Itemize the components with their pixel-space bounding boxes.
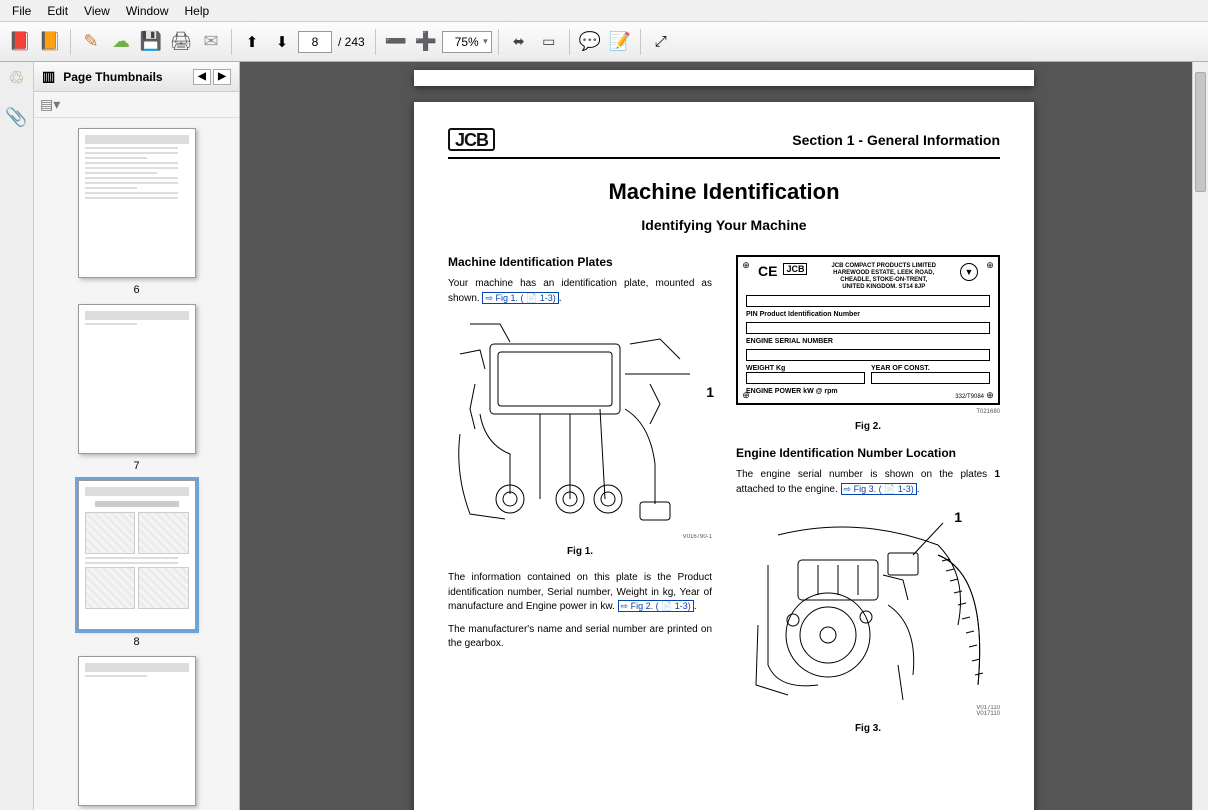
thumbnail-panel: ▥ Page Thumbnails ◀ ▶ ▤▾ 6 bbox=[34, 62, 240, 810]
zoom-select[interactable]: 75% bbox=[442, 31, 492, 53]
highlight-icon[interactable]: 📝 bbox=[606, 28, 634, 56]
power-label: ENGINE POWER kW @ rpm bbox=[746, 388, 990, 395]
fig1-ref: V016790-1 bbox=[448, 534, 712, 540]
thumbnail-7[interactable]: 7 bbox=[78, 304, 196, 472]
jcb-mini-logo: JCB bbox=[783, 263, 807, 275]
weight-label: WEIGHT Kg bbox=[746, 365, 865, 372]
prev-page-peek bbox=[414, 70, 1034, 86]
scrollbar-thumb[interactable] bbox=[1195, 72, 1206, 192]
plate-address: JCB COMPACT PRODUCTS LIMITED HAREWOOD ES… bbox=[813, 263, 954, 291]
fullscreen-icon[interactable]: ⤢ bbox=[647, 28, 675, 56]
recycle-icon[interactable]: ♲ bbox=[8, 68, 24, 89]
screw-icon: ⊕ bbox=[742, 391, 750, 399]
screw-icon: ⊕ bbox=[742, 261, 750, 269]
zoom-out-icon[interactable]: ➖ bbox=[382, 28, 410, 56]
thumbnail-options-icon[interactable]: ▤▾ bbox=[40, 96, 60, 113]
id-plate: ⊕ ⊕ ⊕ ⊕ CE JCB JCB COMPACT PRODUCTS LIMI… bbox=[736, 255, 1000, 405]
cloud-icon[interactable]: ☁ bbox=[107, 28, 135, 56]
left-p3: The manufacturer's name and serial numbe… bbox=[448, 623, 712, 652]
right-column: ⊕ ⊕ ⊕ ⊕ CE JCB JCB COMPACT PRODUCTS LIMI… bbox=[736, 255, 1000, 748]
menu-window[interactable]: Window bbox=[118, 2, 177, 20]
save-icon[interactable]: 💾 bbox=[137, 28, 165, 56]
nav-prev-icon[interactable]: ◀ bbox=[193, 69, 211, 85]
fig1-:cap: Fig 1. bbox=[448, 546, 712, 557]
fig2-cap: Fig 2. bbox=[736, 421, 1000, 432]
open-file-icon[interactable]: 📕 bbox=[6, 28, 34, 56]
fit-page-icon[interactable]: ▭ bbox=[535, 28, 563, 56]
create-pdf-icon[interactable]: 📙 bbox=[36, 28, 64, 56]
thumbnail-header: ▥ Page Thumbnails ◀ ▶ bbox=[34, 62, 239, 92]
left-h3: Machine Identification Plates bbox=[448, 255, 712, 269]
menu-bar: File Edit View Window Help bbox=[0, 0, 1208, 22]
plate-ref: T021680 bbox=[736, 409, 1000, 415]
warning-icon: ▼ bbox=[960, 263, 978, 281]
fig1-image: 1 bbox=[448, 314, 712, 534]
menu-file[interactable]: File bbox=[4, 2, 39, 20]
page-total-label: / 243 bbox=[338, 35, 365, 49]
vertical-scrollbar[interactable] bbox=[1192, 62, 1208, 810]
year-label: YEAR OF CONST. bbox=[871, 365, 990, 372]
page-down-icon[interactable]: ⬇ bbox=[268, 28, 296, 56]
fig2-link[interactable]: ⇨ Fig 2. ( 📄 1-3) bbox=[618, 600, 694, 612]
jcb-logo: JCB bbox=[448, 128, 495, 151]
page-h2: Identifying Your Machine bbox=[448, 217, 1000, 233]
thumbnail-label: 7 bbox=[78, 460, 196, 472]
nav-strip: ♲ 📎 bbox=[0, 62, 34, 810]
document-viewport[interactable]: JCB Section 1 - General Information Mach… bbox=[240, 62, 1208, 810]
fig3-link[interactable]: ⇨ Fig 3. ( 📄 1-3) bbox=[841, 483, 917, 495]
thumbnail-6[interactable]: 6 bbox=[78, 128, 196, 296]
comment-icon[interactable]: 💬 bbox=[576, 28, 604, 56]
screw-icon: ⊕ bbox=[986, 391, 994, 399]
fig3-image: 1 bbox=[736, 505, 1000, 705]
fig1-link[interactable]: ⇨ Fig 1. ( 📄 1-3) bbox=[482, 292, 558, 304]
attachment-icon[interactable]: 📎 bbox=[5, 107, 27, 128]
toolbar: 📕 📙 ✎ ☁ 💾 🖨 ✉ ⬆ ⬇ / 243 ➖ ➕ 75% ⬌ ▭ 💬 📝 … bbox=[0, 22, 1208, 62]
left-p1: Your machine has an identification plate… bbox=[448, 277, 712, 306]
nav-next-icon[interactable]: ▶ bbox=[213, 69, 231, 85]
edit-icon[interactable]: ✎ bbox=[77, 28, 105, 56]
thumbnail-8[interactable]: 8 bbox=[78, 480, 196, 648]
screw-icon: ⊕ bbox=[986, 261, 994, 269]
fig1-callout: 1 bbox=[706, 384, 714, 400]
zoom-in-icon[interactable]: ➕ bbox=[412, 28, 440, 56]
thumbnail-header-icon: ▥ bbox=[42, 68, 55, 85]
menu-edit[interactable]: Edit bbox=[39, 2, 76, 20]
plate-partno: 332/T9084 bbox=[955, 394, 984, 400]
section-title: Section 1 - General Information bbox=[792, 132, 1000, 148]
fig3-callout: 1 bbox=[954, 509, 962, 525]
fig3-cap: Fig 3. bbox=[736, 723, 1000, 734]
menu-help[interactable]: Help bbox=[177, 2, 218, 20]
right-h3: Engine Identification Number Location bbox=[736, 446, 1000, 460]
page-sheet: JCB Section 1 - General Information Mach… bbox=[414, 102, 1034, 810]
thumbnail-title: Page Thumbnails bbox=[63, 70, 162, 84]
page-h1: Machine Identification bbox=[448, 179, 1000, 205]
email-icon[interactable]: ✉ bbox=[197, 28, 225, 56]
fig3-ref2: V017110 bbox=[736, 711, 1000, 717]
page-number-input[interactable] bbox=[298, 31, 332, 53]
menu-view[interactable]: View bbox=[76, 2, 118, 20]
pin-label: PIN Product Identification Number bbox=[746, 311, 990, 318]
fit-width-icon[interactable]: ⬌ bbox=[505, 28, 533, 56]
thumbnail-label: 6 bbox=[78, 284, 196, 296]
print-icon[interactable]: 🖨 bbox=[167, 28, 195, 56]
thumbnail-list: 6 7 8 bbox=[34, 118, 239, 810]
page-up-icon[interactable]: ⬆ bbox=[238, 28, 266, 56]
left-column: Machine Identification Plates Your machi… bbox=[448, 255, 712, 748]
thumbnail-9[interactable]: 9 bbox=[78, 656, 196, 810]
esn-label: ENGINE SERIAL NUMBER bbox=[746, 338, 990, 345]
thumbnail-tools: ▤▾ bbox=[34, 92, 239, 118]
right-p1: The engine serial number is shown on the… bbox=[736, 468, 1000, 497]
ce-mark: CE bbox=[758, 263, 777, 279]
thumbnail-label: 8 bbox=[78, 636, 196, 648]
left-p2: The information contained on this plate … bbox=[448, 571, 712, 615]
